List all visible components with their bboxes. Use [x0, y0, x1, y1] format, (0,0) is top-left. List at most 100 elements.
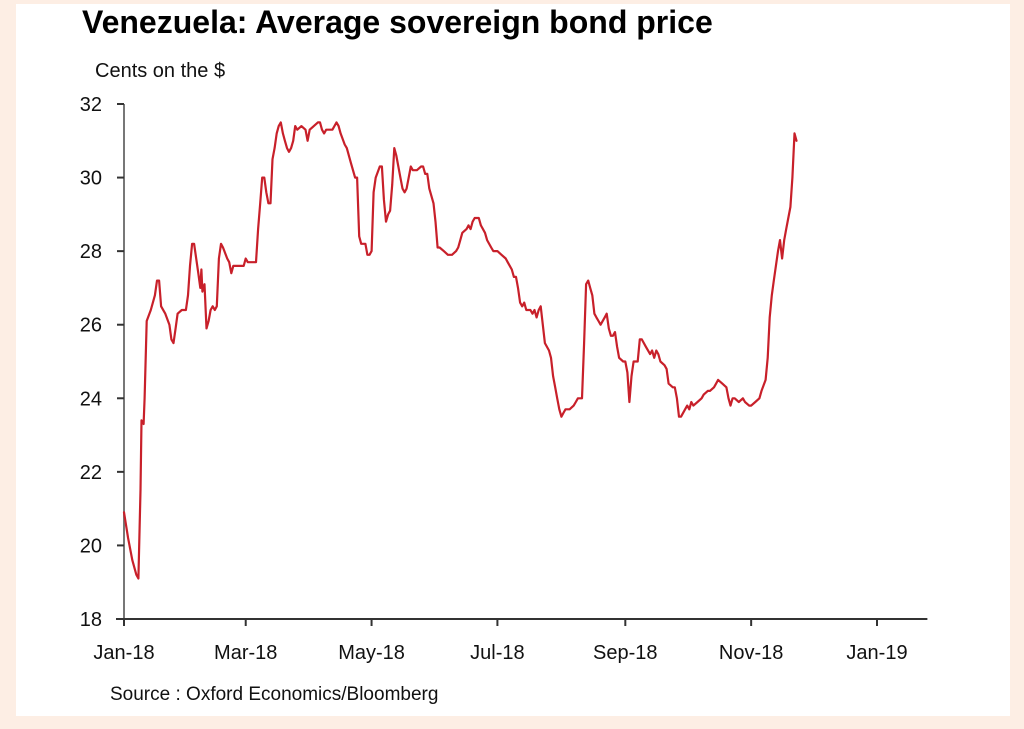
data-point — [206, 328, 208, 330]
data-point — [538, 309, 540, 311]
data-point — [305, 129, 307, 131]
data-point — [536, 317, 538, 319]
data-point — [631, 375, 633, 377]
data-point — [439, 247, 441, 249]
data-point — [266, 192, 268, 194]
data-point — [507, 261, 509, 263]
data-point — [228, 261, 230, 263]
data-point — [707, 390, 709, 392]
data-point — [709, 390, 711, 392]
data-point — [761, 390, 763, 392]
data-point — [346, 147, 348, 149]
data-point — [592, 295, 594, 297]
x-tick-label: May-18 — [338, 642, 405, 664]
data-point — [216, 306, 218, 308]
data-point — [141, 420, 143, 422]
data-point — [610, 335, 612, 337]
data-point — [790, 206, 792, 208]
data-point — [792, 177, 794, 179]
data-point — [212, 306, 214, 308]
y-tick-label: 18 — [80, 609, 102, 631]
data-point — [367, 254, 369, 256]
data-point — [519, 302, 521, 304]
data-point — [360, 243, 362, 245]
data-point — [744, 401, 746, 403]
data-point — [173, 342, 175, 344]
data-point — [596, 317, 598, 319]
data-point — [486, 239, 488, 241]
data-point — [171, 339, 173, 341]
data-point — [294, 125, 296, 127]
data-point — [451, 254, 453, 256]
data-point — [412, 169, 414, 171]
data-point — [594, 313, 596, 315]
x-tick-label: Sep-18 — [593, 642, 658, 664]
data-point — [146, 320, 148, 322]
data-point — [730, 405, 732, 407]
data-point — [325, 129, 327, 131]
data-point — [480, 225, 482, 227]
x-tick-label: Nov-18 — [719, 642, 783, 664]
data-point — [788, 217, 790, 219]
data-point — [777, 250, 779, 252]
data-point — [204, 283, 206, 285]
data-point — [422, 166, 424, 168]
data-point — [794, 133, 796, 135]
data-point — [664, 364, 666, 366]
data-point — [589, 287, 591, 289]
chart-panel — [16, 4, 1010, 716]
data-point — [573, 405, 575, 407]
data-point — [691, 401, 693, 403]
data-point — [457, 247, 459, 249]
data-point — [658, 353, 660, 355]
data-point — [515, 276, 517, 278]
data-point — [365, 243, 367, 245]
x-tick-label: Jan-19 — [846, 642, 907, 664]
data-point — [583, 342, 585, 344]
data-point — [616, 346, 618, 348]
data-point — [717, 379, 719, 381]
data-point — [775, 265, 777, 267]
data-point — [649, 353, 651, 355]
data-point — [317, 122, 319, 124]
data-point — [340, 133, 342, 135]
data-point — [245, 258, 247, 260]
data-point — [198, 272, 200, 274]
data-point — [703, 394, 705, 396]
data-point — [313, 125, 315, 127]
x-tick-label: Mar-18 — [214, 642, 277, 664]
data-point — [462, 232, 464, 234]
data-point — [561, 416, 563, 418]
data-point — [175, 328, 177, 330]
data-point — [521, 306, 523, 308]
data-point — [606, 313, 608, 315]
data-point — [559, 409, 561, 411]
source-note: Source : Oxford Economics/Bloomberg — [110, 684, 439, 705]
data-point — [404, 192, 406, 194]
data-point — [218, 258, 220, 260]
data-point — [132, 559, 134, 561]
data-point — [540, 306, 542, 308]
data-point — [493, 250, 495, 252]
data-point — [284, 140, 286, 142]
data-point — [686, 405, 688, 407]
data-point — [350, 162, 352, 164]
data-point — [460, 239, 462, 241]
data-point — [738, 401, 740, 403]
data-point — [548, 350, 550, 352]
data-point — [796, 140, 798, 142]
data-point — [160, 306, 162, 308]
data-point — [278, 125, 280, 127]
data-point — [627, 372, 629, 374]
data-point — [552, 375, 554, 377]
data-point — [136, 574, 138, 576]
data-point — [193, 243, 195, 245]
data-point — [319, 122, 321, 124]
data-point — [678, 416, 680, 418]
data-point — [400, 177, 402, 179]
data-point — [472, 221, 474, 223]
data-point — [645, 346, 647, 348]
y-tick-label: 24 — [80, 388, 102, 410]
data-point — [769, 317, 771, 319]
data-point — [402, 188, 404, 190]
